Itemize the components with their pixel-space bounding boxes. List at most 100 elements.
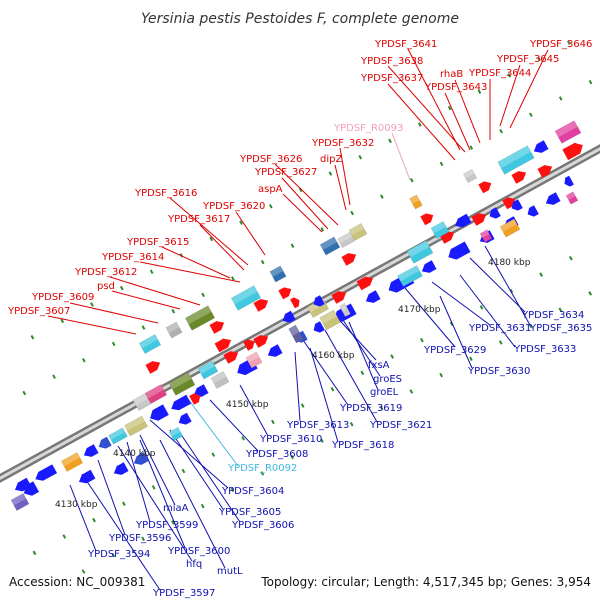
gene-label[interactable]: YPDSF_3597 (152, 588, 215, 599)
gene-label[interactable]: psd (97, 281, 115, 292)
gene-arrow-forward (189, 393, 201, 405)
guide-dot (509, 288, 514, 294)
gene-label[interactable]: YPDSF_3631 (468, 323, 531, 334)
gene-label[interactable]: YPDSF_3618 (331, 440, 394, 451)
guide-dot (209, 236, 214, 242)
leader-line (391, 132, 411, 181)
leader-line (117, 445, 193, 562)
leader-line (149, 419, 229, 489)
guide-dot (60, 318, 65, 324)
gene-label[interactable]: YPDSF_3633 (513, 344, 576, 355)
guide-dot (119, 285, 124, 291)
gene-label[interactable]: YPDSF_3637 (360, 73, 423, 84)
gene-label[interactable]: YPDSF_3629 (423, 345, 486, 356)
gene-label[interactable]: dipZ (320, 154, 342, 165)
gene-label[interactable]: groES (373, 374, 402, 385)
gene-label[interactable]: YPDSF_3613 (286, 420, 349, 431)
gene-label[interactable]: YPDSF_3630 (467, 366, 530, 377)
gene-feature (537, 165, 553, 178)
gene-feature (245, 351, 263, 369)
gene-label[interactable]: YPDSF_3594 (87, 549, 150, 560)
gene-box-highlight (463, 169, 475, 179)
gene-label[interactable]: YPDSF_3596 (108, 533, 171, 544)
gene-arrow-reverse (421, 260, 437, 273)
gene-label[interactable]: YPDSF_3607 (7, 306, 70, 317)
gene-feature (223, 351, 239, 364)
leader-line (459, 274, 516, 348)
gene-label[interactable]: YPDSF_3621 (369, 420, 432, 431)
gene-feature (348, 223, 368, 241)
gene-box-highlight (348, 223, 365, 236)
gene-label[interactable]: YPDSF_3615 (126, 237, 189, 248)
leader-line (302, 339, 349, 406)
leader-line (239, 384, 269, 437)
gene-label[interactable]: YPDSF_3620 (202, 201, 265, 212)
gene-label[interactable]: YPDSF_3606 (231, 520, 294, 531)
guide-dot (537, 56, 541, 62)
guide-dot (82, 358, 86, 363)
gene-box (168, 372, 196, 396)
gene-feature (409, 194, 423, 210)
gene-label[interactable]: YPDSF_3643 (424, 82, 487, 93)
gene-feature (230, 285, 262, 311)
gene-label[interactable]: YPDSF_3609 (31, 292, 94, 303)
gene-label[interactable]: YPDSF_3635 (529, 323, 592, 334)
gene-label[interactable]: YPDSF_3605 (218, 507, 281, 518)
gene-label[interactable]: YPDSF_3632 (311, 138, 374, 149)
gene-label[interactable]: YPDSF_3600 (167, 546, 230, 557)
guide-dot (390, 354, 394, 359)
gene-feature (214, 338, 232, 353)
gene-box-highlight (319, 310, 338, 324)
gene-feature (165, 321, 183, 339)
gene-label[interactable]: YPDSF_3619 (339, 403, 402, 414)
leader-line (47, 315, 137, 335)
gene-label[interactable]: YPDSF_3638 (360, 56, 423, 67)
gene-box (184, 305, 216, 331)
guide-dot (330, 386, 335, 392)
gene-label[interactable]: YPDSF_3608 (245, 449, 308, 460)
gene-label[interactable]: YPDSF_3612 (74, 267, 137, 278)
gene-label[interactable]: YPDSF_3616 (134, 188, 197, 199)
gene-label[interactable]: YPDSF_3614 (101, 252, 164, 263)
gene-label[interactable]: miaA (163, 503, 189, 514)
gene-label[interactable]: fxsA (368, 360, 390, 371)
guide-dot (81, 569, 86, 574)
gene-box (430, 221, 450, 239)
gene-feature (331, 291, 347, 304)
gene-label[interactable]: YPDSF_3645 (496, 54, 559, 65)
gene-label[interactable]: mutL (217, 566, 243, 577)
gene-feature (171, 394, 192, 411)
gene-label[interactable]: YPDSF_3617 (167, 214, 230, 225)
guide-dot (388, 138, 392, 144)
gene-feature (471, 213, 487, 226)
guide-dot (62, 534, 67, 539)
gene-label[interactable]: YPDSF_3644 (468, 68, 531, 79)
guide-dot (469, 356, 473, 362)
gene-box (165, 321, 183, 339)
gene-arrow-reverse (527, 205, 539, 217)
gene-box (230, 285, 262, 311)
gene-label[interactable]: groEL (370, 387, 399, 398)
gene-label[interactable]: YPDSF_3641 (374, 39, 437, 50)
gene-feature (313, 321, 325, 333)
gene-label[interactable]: YPDSF_3634 (521, 310, 584, 321)
gene-label[interactable]: YPDSF_3626 (239, 154, 302, 165)
gene-box-highlight (169, 427, 181, 437)
rna-label[interactable]: YPDSF_R0092 (227, 463, 297, 474)
gene-label[interactable]: YPDSF_3627 (254, 167, 317, 178)
guide-dot (241, 436, 245, 441)
rna-label[interactable]: YPDSF_R0093 (333, 123, 403, 134)
gene-label[interactable]: YPDSF_3646 (529, 39, 592, 50)
gene-label[interactable]: rhaB (440, 69, 463, 80)
gene-label[interactable]: aspA (258, 184, 283, 195)
gene-box-highlight (165, 321, 180, 333)
gene-box (462, 168, 478, 184)
guide-dot (539, 272, 543, 277)
gene-feature (337, 231, 355, 249)
gene-label[interactable]: YPDSF_3604 (221, 486, 284, 497)
gene-box-highlight (145, 384, 164, 399)
gene-label[interactable]: YPDSF_3599 (135, 520, 198, 531)
gene-label[interactable]: hfq (186, 559, 202, 570)
gene-feature (319, 309, 341, 331)
gene-label[interactable]: YPDSF_3610 (259, 434, 322, 445)
